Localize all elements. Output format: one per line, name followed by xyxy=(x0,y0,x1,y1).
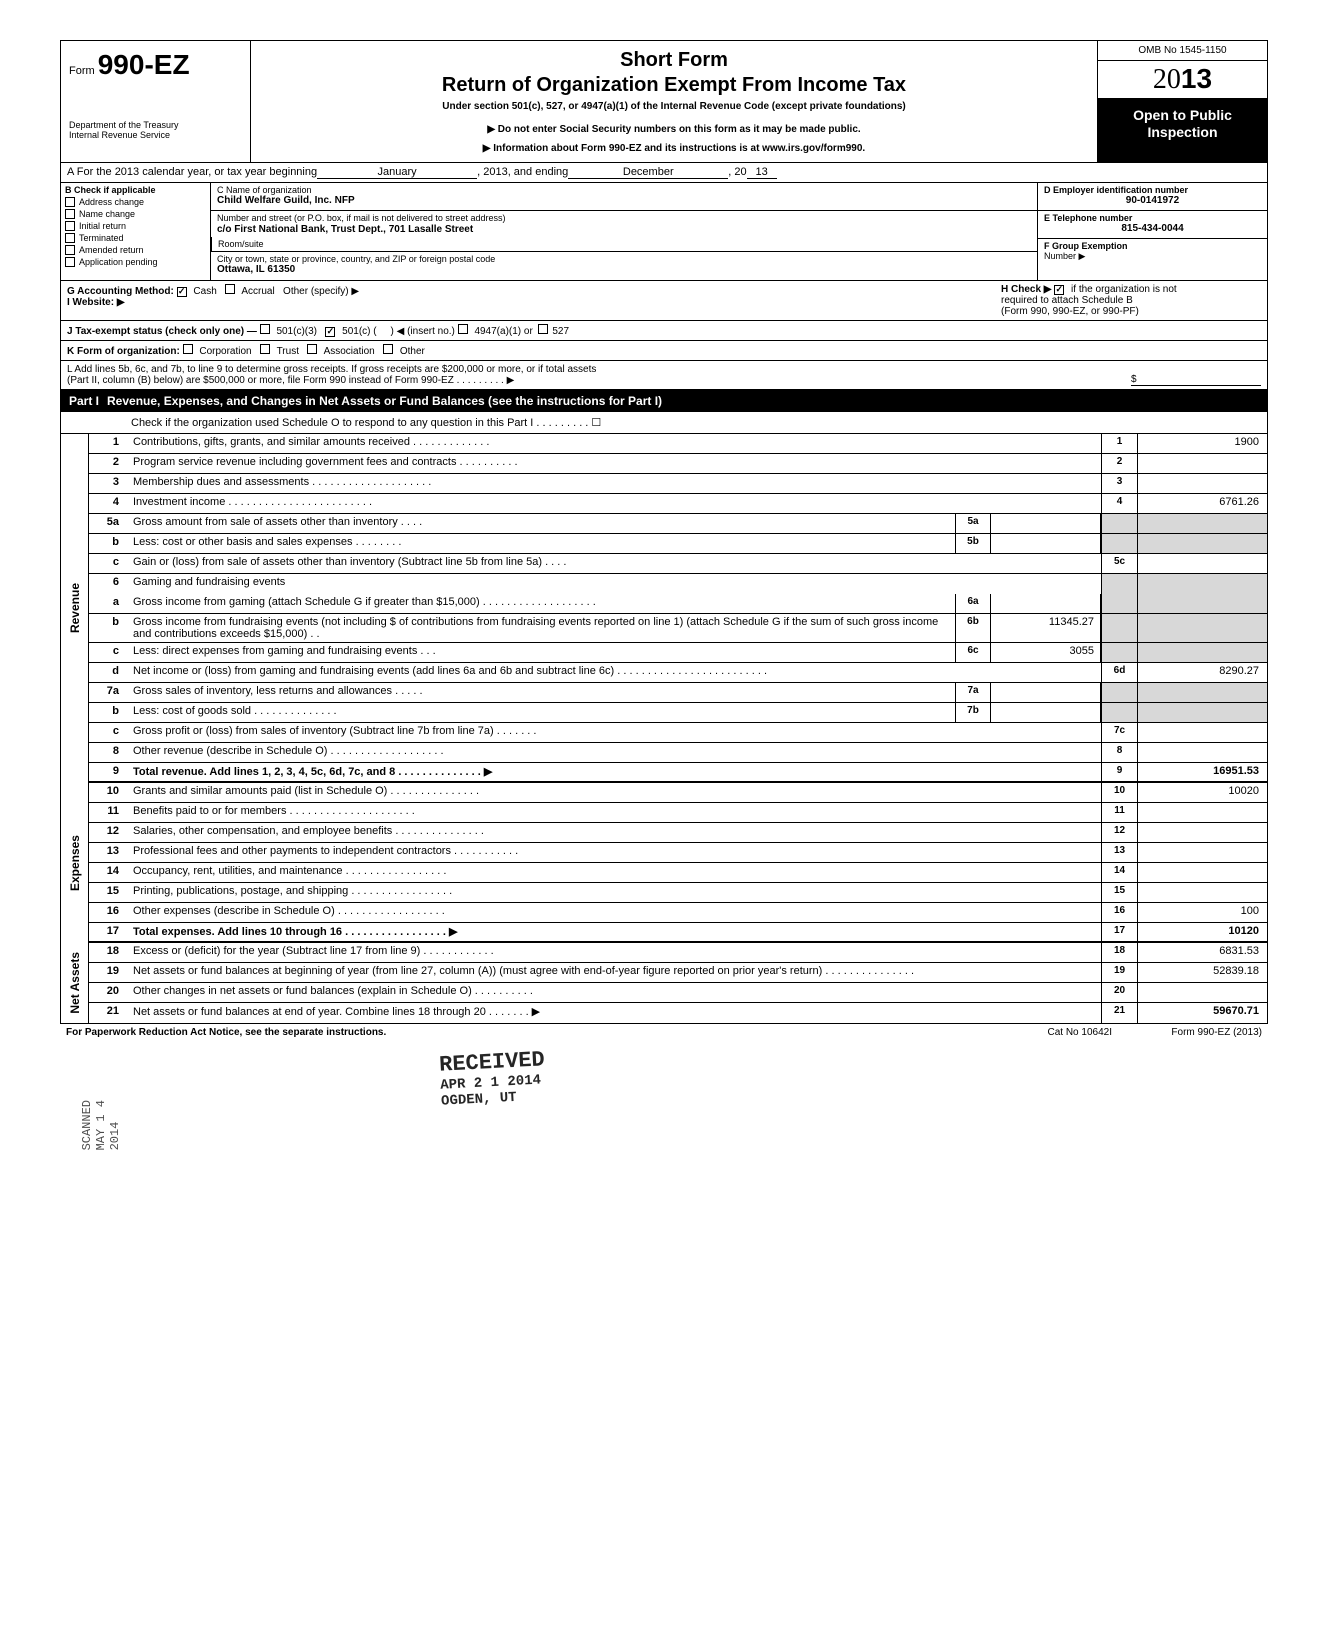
chk-501c[interactable]: ✓ xyxy=(325,327,335,337)
chk-initial-return[interactable] xyxy=(65,221,75,231)
line5b-amt[interactable] xyxy=(991,534,1101,553)
telephone[interactable]: 815-434-0044 xyxy=(1044,223,1261,234)
line14-amt[interactable] xyxy=(1137,863,1267,882)
part1-header: Part I Revenue, Expenses, and Changes in… xyxy=(61,390,1267,412)
chk-amended[interactable] xyxy=(65,245,75,255)
header-middle: Short Form Return of Organization Exempt… xyxy=(251,41,1097,162)
form-990ez: Form 990-EZ Department of the Treasury I… xyxy=(60,40,1268,1024)
line6a-amt[interactable] xyxy=(991,594,1101,613)
expenses-section: Expenses 10Grants and similar amounts pa… xyxy=(61,783,1267,943)
line11-amt[interactable] xyxy=(1137,803,1267,822)
street-address[interactable]: c/o First National Bank, Trust Dept., 70… xyxy=(217,224,473,235)
city-state-zip[interactable]: Ottawa, IL 61350 xyxy=(217,264,1031,275)
line6d-amt[interactable]: 8290.27 xyxy=(1137,663,1267,682)
line16-amt[interactable]: 100 xyxy=(1137,903,1267,922)
page-footer: For Paperwork Reduction Act Notice, see … xyxy=(60,1024,1268,1041)
line7a-amt[interactable] xyxy=(991,683,1101,702)
form-number: 990-EZ xyxy=(98,49,190,80)
revenue-section: Revenue 1Contributions, gifts, grants, a… xyxy=(61,434,1267,783)
line12-amt[interactable] xyxy=(1137,823,1267,842)
line15-amt[interactable] xyxy=(1137,883,1267,902)
tax-year-begin[interactable]: January xyxy=(317,166,477,179)
chk-4947[interactable] xyxy=(458,324,468,334)
header-right: OMB No 1545-1150 2013 Open to Public Ins… xyxy=(1097,41,1267,162)
chk-schedule-b[interactable]: ✓ xyxy=(1054,285,1064,295)
line21-amt[interactable]: 59670.71 xyxy=(1137,1003,1267,1023)
line18-amt[interactable]: 6831.53 xyxy=(1137,943,1267,962)
scanned-stamp: SCANNED MAY 1 4 2014 xyxy=(80,1100,122,1150)
room-suite[interactable]: Room/suite xyxy=(211,237,301,251)
title-return: Return of Organization Exempt From Incom… xyxy=(263,74,1085,97)
tax-year-end[interactable]: December xyxy=(568,166,728,179)
chk-corporation[interactable] xyxy=(183,344,193,354)
line10-amt[interactable]: 10020 xyxy=(1137,783,1267,802)
row-l-gross-receipts: L Add lines 5b, 6c, and 7b, to line 9 to… xyxy=(61,361,1267,390)
line13-amt[interactable] xyxy=(1137,843,1267,862)
dept-irs: Internal Revenue Service xyxy=(69,131,242,141)
line19-amt[interactable]: 52839.18 xyxy=(1137,963,1267,982)
line2-amt[interactable] xyxy=(1137,454,1267,473)
received-stamp: RECEIVED APR 2 1 2014 OGDEN, UT xyxy=(439,1047,547,1109)
title-short-form: Short Form xyxy=(263,49,1085,72)
line3-amt[interactable] xyxy=(1137,474,1267,493)
gross-receipts-amt[interactable]: $ xyxy=(1131,374,1261,386)
title-info-link: ▶ Information about Form 990-EZ and its … xyxy=(263,143,1085,154)
chk-address-change[interactable] xyxy=(65,197,75,207)
line17-amt[interactable]: 10120 xyxy=(1137,923,1267,941)
chk-cash[interactable]: ✓ xyxy=(177,287,187,297)
row-k-form-org: K Form of organization: Corporation Trus… xyxy=(61,341,1267,361)
org-name[interactable]: Child Welfare Guild, Inc. NFP xyxy=(217,195,1031,206)
chk-501c3[interactable] xyxy=(260,324,270,334)
open-to-public: Open to Public Inspection xyxy=(1098,99,1267,162)
row-g-h-i: G Accounting Method: ✓ Cash Accrual Othe… xyxy=(61,281,1267,321)
row-j-tax-status: J Tax-exempt status (check only one) — 5… xyxy=(61,321,1267,341)
col-d-nums: D Employer identification number 90-0141… xyxy=(1037,183,1267,280)
line20-amt[interactable] xyxy=(1137,983,1267,1002)
line4-amt[interactable]: 6761.26 xyxy=(1137,494,1267,513)
line6b-amt[interactable]: 11345.27 xyxy=(991,614,1101,642)
line7c-amt[interactable] xyxy=(1137,723,1267,742)
ein[interactable]: 90-0141972 xyxy=(1044,195,1261,206)
chk-name-change[interactable] xyxy=(65,209,75,219)
omb-number: OMB No 1545-1150 xyxy=(1098,41,1267,61)
chk-accrual[interactable] xyxy=(225,284,235,294)
chk-association[interactable] xyxy=(307,344,317,354)
chk-app-pending[interactable] xyxy=(65,257,75,267)
net-assets-section: Net Assets 18Excess or (deficit) for the… xyxy=(61,943,1267,1023)
line1-amt[interactable]: 1900 xyxy=(1137,434,1267,453)
form-header: Form 990-EZ Department of the Treasury I… xyxy=(61,41,1267,163)
line8-amt[interactable] xyxy=(1137,743,1267,762)
part1-sub: Check if the organization used Schedule … xyxy=(61,412,1267,434)
line5a-amt[interactable] xyxy=(991,514,1101,533)
title-ssn-warning: ▶ Do not enter Social Security numbers o… xyxy=(263,124,1085,135)
form-label: Form xyxy=(69,65,95,77)
line9-amt[interactable]: 16951.53 xyxy=(1137,763,1267,781)
line5c-amt[interactable] xyxy=(1137,554,1267,573)
row-a-tax-year: A For the 2013 calendar year, or tax yea… xyxy=(61,163,1267,183)
col-c-org-info: C Name of organization Child Welfare Gui… xyxy=(211,183,1037,280)
chk-trust[interactable] xyxy=(260,344,270,354)
chk-other-org[interactable] xyxy=(383,344,393,354)
line6c-amt[interactable]: 3055 xyxy=(991,643,1101,662)
chk-terminated[interactable] xyxy=(65,233,75,243)
line7b-amt[interactable] xyxy=(991,703,1101,722)
tax-year-yy[interactable]: 13 xyxy=(747,166,777,179)
header-left: Form 990-EZ Department of the Treasury I… xyxy=(61,41,251,162)
chk-527[interactable] xyxy=(538,324,548,334)
tax-year: 2013 xyxy=(1098,61,1267,99)
col-b-checkboxes: B Check if applicable Address change Nam… xyxy=(61,183,211,280)
title-under-section: Under section 501(c), 527, or 4947(a)(1)… xyxy=(263,101,1085,112)
info-grid: B Check if applicable Address change Nam… xyxy=(61,183,1267,281)
